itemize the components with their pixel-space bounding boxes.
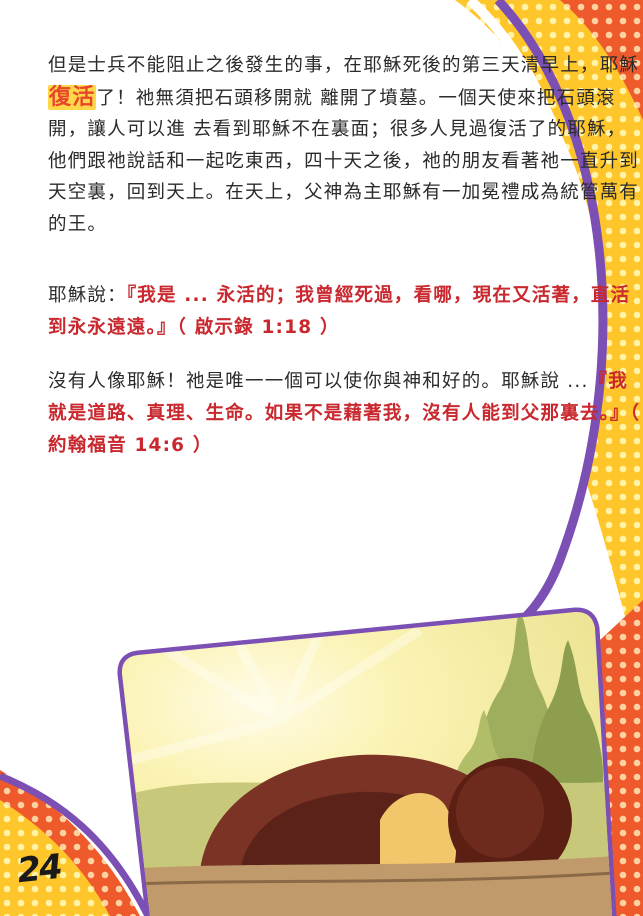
purple-arc bbox=[494, 0, 608, 644]
scripture-reference: （ 約翰福音 14:6 ） bbox=[48, 403, 641, 456]
quote-intro: 沒有人像耶穌！祂是唯一一個可以使你與神和好的。耶穌說 ... bbox=[48, 371, 589, 392]
quote-intro: 耶穌說： bbox=[48, 285, 127, 306]
top-right-dotted-arc bbox=[455, 0, 643, 680]
page-number: 24 bbox=[15, 846, 63, 892]
paragraph-text: 但是士兵不能阻止之後發生的事，在耶穌死後的第三天清早上，耶穌 bbox=[48, 55, 640, 76]
scripture-quote: 『我就是道路、真理、生命。如果不是藉著我，沒有人能到父那裏去。』 bbox=[48, 371, 630, 424]
paragraph-resurrection: 但是士兵不能阻止之後發生的事，在耶穌死後的第三天清早上，耶穌復活了！祂無須把石頭… bbox=[48, 50, 643, 240]
highlighted-word: 復活 bbox=[48, 84, 97, 110]
scripture-reference: （ 啟示錄 1:18 ） bbox=[176, 317, 340, 338]
paragraph-text: 了！祂無須把石頭移開就 離開了墳墓。一個天使來把石頭滾開，讓人可以進 去看到耶穌… bbox=[48, 87, 640, 235]
scripture-quote: 『我是 ... 永活的；我曾經死過，看哪，現在又活著，直活到永永遠遠。』 bbox=[48, 285, 631, 338]
paragraph-john-quote: 沒有人像耶穌！祂是唯一一個可以使你與神和好的。耶穌說 ...『我就是道路、真理、… bbox=[48, 366, 643, 462]
paragraph-revelation-quote: 耶穌說：『我是 ... 永活的；我曾經死過，看哪，現在又活著，直活到永永遠遠。』… bbox=[48, 280, 643, 344]
